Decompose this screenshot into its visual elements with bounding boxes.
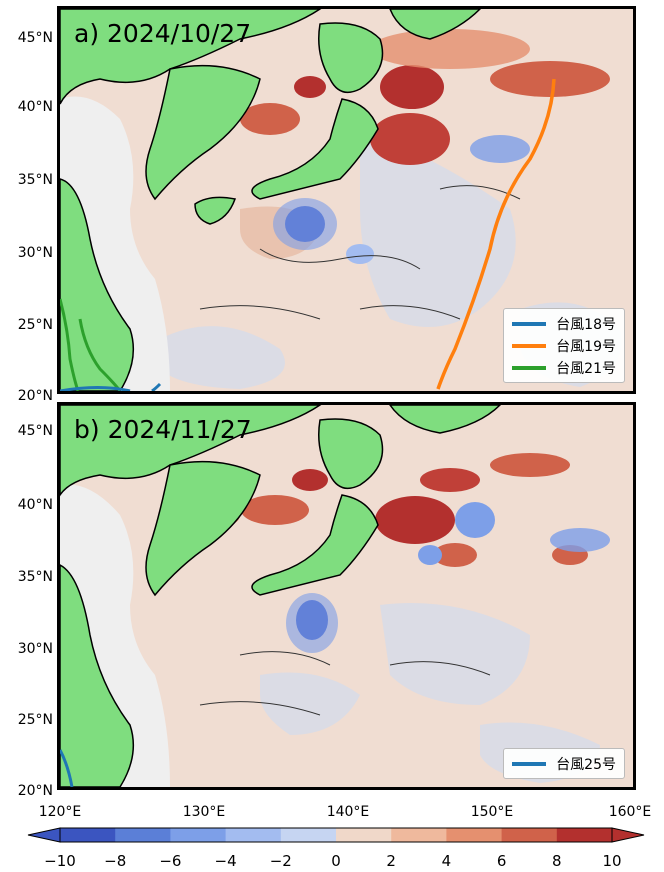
colorbar-tick-label: −2 [269,852,292,870]
lon-tick-label: 140°E [326,804,370,820]
colorbar-tick-label: 2 [386,852,396,870]
lat-tick-label: 25°N [17,712,53,728]
lat-tick-label: 20°N [17,783,53,799]
legend-swatch [512,344,547,348]
map-panel-b: b) 2024/11/27 台風25号 [57,402,636,790]
legend-label: 台風19号 [556,339,616,355]
lat-tick-label: 30°N [17,245,53,261]
legend-swatch [512,366,547,370]
legend-label: 台風21号 [556,361,616,377]
colorbar-extend-high [611,827,645,843]
legend-entry: 台風21号 [512,357,616,379]
anomaly-map-a [60,9,633,391]
colorbar-segment [280,828,337,842]
lat-tick-label: 45°N [17,423,53,439]
lat-tick-label: 40°N [17,497,53,513]
legend-swatch [512,322,547,326]
map-panel-a: a) 2024/10/27 台風18号 台風19号 台風21号 [57,6,636,394]
colorbar-tick-label: −8 [104,852,127,870]
lat-tick-label: 40°N [17,99,53,115]
panel-b-label: b) 2024/11/27 [74,415,252,444]
colorbar [27,827,645,843]
colorbar-tick-label: 10 [602,852,622,870]
legend-b: 台風25号 [503,748,625,779]
colorbar-segment [446,828,503,842]
lat-tick-label: 45°N [17,30,53,46]
legend-a: 台風18号 台風19号 台風21号 [503,308,625,383]
colorbar-segment [225,828,282,842]
anomaly-map-b [60,405,633,787]
legend-entry: 台風19号 [512,335,616,357]
lat-tick-label: 35°N [17,172,53,188]
colorbar-segment [115,828,171,842]
lon-tick-label: 150°E [470,804,514,820]
colorbar-tick-label: 6 [496,852,507,870]
legend-label: 台風25号 [556,757,616,773]
legend-entry: 台風18号 [512,313,616,335]
colorbar-segment [556,828,613,842]
colorbar-segment [170,828,227,842]
colorbar-frame [59,827,613,843]
lat-tick-label: 30°N [17,641,53,657]
legend-swatch [512,762,547,766]
colorbar-segment [336,828,392,842]
colorbar-tick-label: −4 [214,852,237,870]
colorbar-tick-label: −6 [159,852,182,870]
legend-label: 台風18号 [556,317,616,333]
colorbar-tick-label: 8 [552,852,562,870]
lon-tick-label: 130°E [182,804,226,820]
colorbar-extend-low [27,827,61,843]
lon-tick-label: 160°E [608,804,652,820]
lat-tick-label: 20°N [17,388,53,404]
lat-tick-label: 25°N [17,317,53,333]
panel-a-label: a) 2024/10/27 [74,19,252,48]
colorbar-segment [60,828,116,842]
lon-tick-label: 120°E [38,804,82,820]
colorbar-tick-label: 0 [331,852,341,870]
lat-tick-label: 35°N [17,569,53,585]
colorbar-tick-label: −10 [44,852,76,870]
colorbar-segment [501,828,558,842]
colorbar-segment [391,828,447,842]
legend-entry: 台風25号 [512,753,616,775]
colorbar-tick-label: 4 [441,852,452,870]
